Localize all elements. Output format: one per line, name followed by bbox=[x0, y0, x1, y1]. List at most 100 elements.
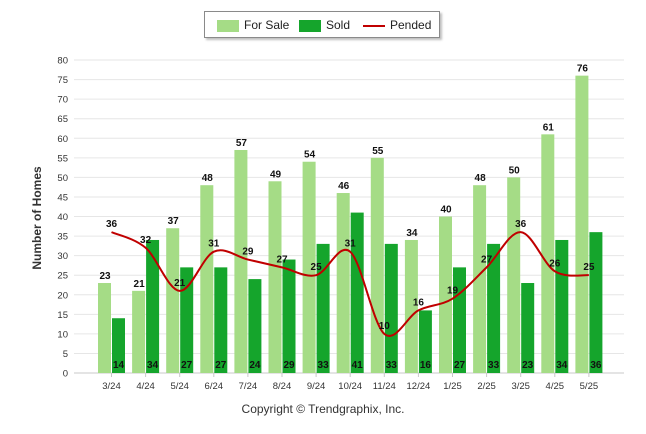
data-label-for-sale: 46 bbox=[338, 181, 350, 192]
x-tick-label: 6/24 bbox=[205, 381, 224, 392]
x-tick-label: 7/24 bbox=[239, 381, 258, 392]
bar-for-sale bbox=[98, 283, 111, 373]
bar-sold bbox=[248, 279, 262, 373]
bar-for-sale bbox=[575, 75, 589, 374]
bar-for-sale bbox=[507, 177, 521, 373]
data-label-for-sale: 55 bbox=[372, 146, 384, 157]
y-tick-label: 35 bbox=[57, 232, 68, 243]
bar-sold bbox=[487, 243, 501, 373]
bar-sold bbox=[521, 283, 535, 373]
data-label-pended: 26 bbox=[549, 258, 561, 269]
data-label-sold: 24 bbox=[249, 360, 261, 371]
data-label-sold: 33 bbox=[488, 360, 500, 371]
data-label-pended: 29 bbox=[242, 247, 254, 258]
bar-for-sale bbox=[439, 216, 452, 373]
bar-for-sale bbox=[370, 157, 384, 373]
bar-sold bbox=[418, 310, 432, 373]
data-label-pended: 27 bbox=[481, 254, 493, 265]
data-label-pended: 31 bbox=[345, 239, 357, 250]
bar-sold bbox=[350, 212, 364, 373]
data-label-pended: 32 bbox=[140, 235, 152, 246]
legend-label-pended: Pended bbox=[390, 18, 432, 32]
legend-item-sold[interactable]: Sold bbox=[299, 18, 350, 32]
data-label-pended: 25 bbox=[583, 262, 595, 273]
x-tick-label: 1/25 bbox=[443, 381, 462, 392]
legend: For Sale Sold Pended bbox=[204, 11, 440, 38]
bar-for-sale bbox=[404, 239, 418, 373]
data-label-pended: 25 bbox=[311, 262, 323, 273]
x-tick-label: 12/24 bbox=[407, 381, 431, 392]
data-label-for-sale: 49 bbox=[270, 169, 282, 180]
x-tick-label: 5/25 bbox=[580, 381, 599, 392]
data-label-for-sale: 48 bbox=[202, 173, 214, 184]
data-label-sold: 34 bbox=[147, 360, 159, 371]
data-label-pended: 31 bbox=[208, 239, 220, 250]
y-tick-label: 5 bbox=[63, 349, 68, 360]
y-tick-label: 75 bbox=[57, 75, 68, 86]
data-label-for-sale: 48 bbox=[475, 173, 487, 184]
data-label-pended: 27 bbox=[276, 254, 288, 265]
bar-sold bbox=[316, 243, 330, 373]
legend-swatch-for-sale bbox=[217, 19, 239, 32]
legend-label-sold: Sold bbox=[326, 18, 351, 32]
data-label-for-sale: 76 bbox=[577, 64, 589, 75]
y-tick-label: 80 bbox=[57, 56, 68, 67]
line-pended bbox=[111, 231, 590, 337]
legend-item-for-sale[interactable]: For Sale bbox=[217, 18, 289, 32]
x-tick-label: 4/24 bbox=[136, 381, 155, 392]
bar-sold bbox=[214, 267, 228, 373]
x-tick-label: 2/25 bbox=[477, 381, 496, 392]
y-tick-label: 50 bbox=[57, 173, 68, 184]
data-label-for-sale: 40 bbox=[440, 205, 452, 216]
data-label-pended: 21 bbox=[174, 278, 186, 289]
bar-sold bbox=[384, 243, 398, 373]
data-label-pended: 10 bbox=[379, 321, 391, 332]
x-tick-label: 10/24 bbox=[338, 381, 362, 392]
legend-label-for-sale: For Sale bbox=[244, 18, 290, 32]
bar-for-sale bbox=[132, 290, 146, 373]
data-label-pended: 36 bbox=[106, 219, 118, 230]
bar-sold bbox=[282, 259, 296, 373]
data-label-sold: 29 bbox=[283, 360, 295, 371]
y-tick-label: 0 bbox=[63, 369, 68, 380]
data-label-for-sale: 61 bbox=[543, 122, 555, 133]
bar-for-sale bbox=[473, 185, 487, 373]
x-tick-label: 4/25 bbox=[546, 381, 565, 392]
data-label-sold: 36 bbox=[590, 360, 602, 371]
y-tick-label: 65 bbox=[57, 114, 68, 125]
bar-for-sale bbox=[268, 181, 282, 373]
bar-for-sale bbox=[166, 228, 180, 373]
data-label-sold: 27 bbox=[181, 360, 193, 371]
legend-swatch-pended bbox=[363, 24, 385, 27]
data-label-sold: 16 bbox=[420, 360, 432, 371]
x-tick-label: 11/24 bbox=[373, 381, 396, 392]
data-label-for-sale: 23 bbox=[99, 271, 111, 282]
bar-sold bbox=[180, 267, 194, 373]
bar-sold bbox=[112, 318, 125, 373]
data-label-for-sale: 54 bbox=[304, 150, 316, 161]
data-label-for-sale: 57 bbox=[236, 138, 248, 149]
x-tick-label: 3/24 bbox=[102, 381, 121, 392]
data-label-pended: 16 bbox=[413, 297, 425, 308]
y-tick-label: 45 bbox=[57, 192, 68, 203]
data-label-for-sale: 50 bbox=[509, 165, 521, 176]
data-label-sold: 34 bbox=[556, 360, 568, 371]
data-label-sold: 14 bbox=[113, 360, 125, 371]
data-label-for-sale: 37 bbox=[168, 216, 180, 227]
legend-item-pended[interactable]: Pended bbox=[363, 18, 431, 32]
data-label-sold: 41 bbox=[352, 360, 364, 371]
y-tick-label: 20 bbox=[57, 290, 68, 301]
y-tick-label: 60 bbox=[57, 134, 68, 145]
bar-sold bbox=[589, 232, 603, 373]
bar-for-sale bbox=[200, 185, 214, 373]
data-label-sold: 23 bbox=[522, 360, 534, 371]
x-tick-label: 8/24 bbox=[273, 381, 292, 392]
x-tick-label: 5/24 bbox=[170, 381, 189, 392]
y-tick-label: 15 bbox=[57, 310, 68, 321]
data-label-sold: 27 bbox=[454, 360, 466, 371]
legend-swatch-sold bbox=[299, 19, 321, 32]
copyright-text: Copyright © Trendgraphix, Inc. bbox=[241, 402, 405, 416]
bar-for-sale bbox=[302, 161, 316, 373]
y-tick-label: 70 bbox=[57, 95, 68, 106]
data-label-sold: 33 bbox=[318, 360, 330, 371]
